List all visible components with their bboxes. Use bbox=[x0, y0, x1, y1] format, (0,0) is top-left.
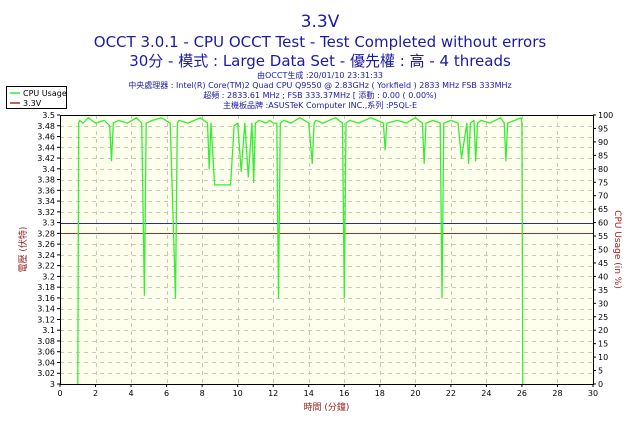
y-tick-label: 3.3 bbox=[42, 219, 55, 228]
x-tick-label: 30 bbox=[588, 389, 598, 398]
info-motherboard: 主機板品牌 :ASUSTeK Computer INC.,系列 :P5QL-E bbox=[223, 101, 417, 110]
x-tick-label: 12 bbox=[268, 389, 278, 398]
y2-tick-label: 40 bbox=[598, 272, 608, 281]
x-tick-label: 2 bbox=[93, 389, 98, 398]
x-axis-label: 時間 (分鐘) bbox=[304, 401, 350, 413]
x-tick-label: 4 bbox=[129, 389, 134, 398]
y-tick-label: 3.18 bbox=[37, 283, 55, 292]
x-tick-label: 10 bbox=[233, 389, 243, 398]
info-overclock: 超頻 : 2833.61 MHz ; FSB 333.37MHz [ 添動 : … bbox=[203, 91, 437, 100]
y2-tick-label: 20 bbox=[598, 326, 608, 335]
x-tick-label: 22 bbox=[446, 389, 456, 398]
y-tick-label: 3.16 bbox=[37, 294, 55, 303]
y-tick-label: 3.02 bbox=[37, 369, 55, 378]
y-tick-label: 3.4 bbox=[42, 165, 55, 174]
legend-box bbox=[6, 86, 67, 109]
y-tick-label: 3.5 bbox=[42, 111, 55, 120]
x-tick-label: 18 bbox=[375, 389, 385, 398]
y-tick-label: 3.38 bbox=[37, 176, 55, 185]
y-axis-label: 電壓 (伏特) bbox=[17, 227, 29, 273]
chart-subtitle-mode: 30分 - 模式 : Large Data Set - 優先權 : 高 - 4 … bbox=[129, 52, 511, 70]
legend-label: CPU Usage bbox=[23, 89, 67, 98]
x-tick-label: 6 bbox=[164, 389, 169, 398]
plot-area bbox=[60, 115, 593, 384]
y2-tick-label: 45 bbox=[598, 259, 608, 268]
y-tick-label: 3.24 bbox=[37, 251, 55, 260]
y2-tick-label: 5 bbox=[598, 367, 603, 376]
x-tick-label: 20 bbox=[410, 389, 420, 398]
y-tick-label: 3.12 bbox=[37, 315, 55, 324]
y2-tick-label: 70 bbox=[598, 192, 608, 201]
y2-tick-label: 90 bbox=[598, 138, 608, 147]
y2-tick-label: 100 bbox=[598, 111, 613, 120]
y-tick-label: 3.08 bbox=[37, 337, 55, 346]
x-tick-label: 26 bbox=[517, 389, 527, 398]
y2-tick-label: 85 bbox=[598, 151, 608, 160]
y2-tick-label: 35 bbox=[598, 286, 608, 295]
y2-tick-label: 60 bbox=[598, 219, 608, 228]
y-tick-label: 3.46 bbox=[37, 133, 55, 142]
y-tick-label: 3.44 bbox=[37, 143, 55, 152]
y-tick-label: 3.04 bbox=[37, 358, 55, 367]
y-tick-label: 3.22 bbox=[37, 262, 55, 271]
x-tick-label: 24 bbox=[481, 389, 491, 398]
y2-tick-label: 10 bbox=[598, 353, 608, 362]
chart-title: 3.3V bbox=[300, 12, 340, 32]
y-tick-label: 3.48 bbox=[37, 122, 55, 131]
x-tick-label: 16 bbox=[339, 389, 349, 398]
y2-tick-label: 75 bbox=[598, 178, 608, 187]
x-tick-label: 28 bbox=[552, 389, 562, 398]
x-tick-label: 0 bbox=[57, 389, 62, 398]
y2-tick-label: 50 bbox=[598, 246, 608, 255]
y2-tick-label: 65 bbox=[598, 205, 608, 214]
x-tick-label: 14 bbox=[304, 389, 314, 398]
y2-tick-label: 80 bbox=[598, 165, 608, 174]
y-tick-label: 3.06 bbox=[37, 348, 55, 357]
info-generated: 由OCCT生成 :20/01/10 23:31:33 bbox=[257, 71, 383, 80]
y-tick-label: 3.42 bbox=[37, 154, 55, 163]
y2-tick-label: 0 bbox=[598, 380, 603, 389]
x-tick-label: 8 bbox=[200, 389, 205, 398]
legend-label: 3.3V bbox=[23, 99, 42, 108]
y2-tick-label: 55 bbox=[598, 232, 608, 241]
y-tick-label: 3.14 bbox=[37, 305, 55, 314]
series-line-cpu-usage bbox=[77, 117, 524, 385]
y-tick-label: 3.34 bbox=[37, 197, 55, 206]
y2-tick-label: 30 bbox=[598, 299, 608, 308]
y-tick-label: 3.28 bbox=[37, 229, 55, 238]
y-tick-label: 3 bbox=[50, 380, 55, 389]
y2-tick-label: 15 bbox=[598, 340, 608, 349]
y-tick-label: 3.2 bbox=[42, 272, 55, 281]
y2-tick-label: 25 bbox=[598, 313, 608, 322]
chart-subtitle: OCCT 3.0.1 - CPU OCCT Test - Test Comple… bbox=[93, 33, 547, 51]
y-tick-label: 3.26 bbox=[37, 240, 55, 249]
y-tick-label: 3.1 bbox=[42, 326, 55, 335]
y-tick-label: 3.36 bbox=[37, 186, 55, 195]
y2-axis-label: CPU Usage (in %) bbox=[612, 210, 622, 289]
info-cpu: 中央處理器 : Intel(R) Core(TM)2 Quad CPU Q955… bbox=[128, 81, 512, 90]
y-tick-label: 3.32 bbox=[37, 208, 55, 217]
y2-tick-label: 95 bbox=[598, 124, 608, 133]
